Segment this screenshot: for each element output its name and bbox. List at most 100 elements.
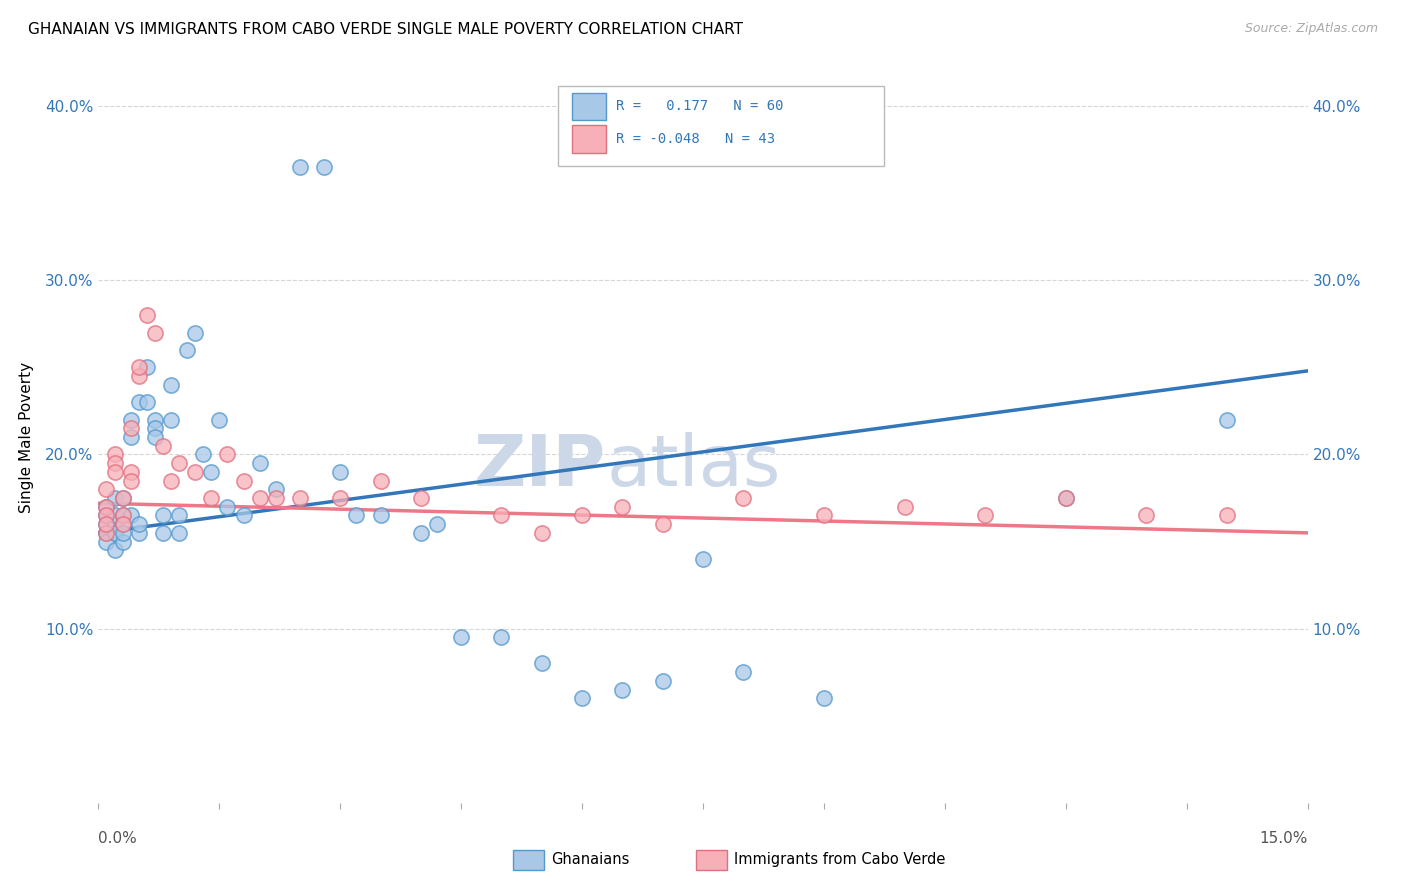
Point — [651, 517, 673, 532]
Point — [344, 508, 367, 523]
Point — [264, 491, 287, 505]
Text: GHANAIAN VS IMMIGRANTS FROM CABO VERDE SINGLE MALE POVERTY CORRELATION CHART: GHANAIAN VS IMMIGRANTS FROM CABO VERDE S… — [28, 22, 744, 37]
Point — [217, 448, 239, 462]
Point — [314, 160, 336, 174]
Point — [103, 508, 125, 523]
Point — [111, 508, 134, 523]
Point — [160, 377, 183, 392]
Point — [111, 508, 134, 523]
Point — [135, 360, 157, 375]
Point — [217, 500, 239, 514]
Point — [96, 508, 118, 523]
Point — [184, 465, 207, 479]
Point — [135, 308, 157, 322]
Point — [120, 430, 142, 444]
Text: atlas: atlas — [606, 432, 780, 500]
Text: R =   0.177   N = 60: R = 0.177 N = 60 — [616, 100, 783, 113]
Point — [176, 343, 198, 357]
Text: ZIP: ZIP — [474, 432, 606, 500]
Point — [103, 491, 125, 505]
Point — [111, 517, 134, 532]
Point — [103, 543, 125, 558]
Point — [184, 326, 207, 340]
Point — [530, 525, 553, 540]
Point — [1216, 508, 1239, 523]
Point — [120, 508, 142, 523]
Point — [103, 517, 125, 532]
Point — [128, 369, 150, 384]
Point — [329, 465, 352, 479]
Point — [208, 412, 231, 426]
FancyBboxPatch shape — [572, 93, 606, 120]
Text: Source: ZipAtlas.com: Source: ZipAtlas.com — [1244, 22, 1378, 36]
Point — [96, 508, 118, 523]
Text: 0.0%: 0.0% — [98, 831, 138, 846]
Point — [111, 534, 134, 549]
Point — [143, 430, 166, 444]
Point — [128, 517, 150, 532]
Point — [120, 421, 142, 435]
Y-axis label: Single Male Poverty: Single Male Poverty — [18, 361, 34, 513]
Point — [143, 412, 166, 426]
Point — [120, 412, 142, 426]
Text: Ghanaians: Ghanaians — [551, 853, 630, 867]
Point — [167, 456, 190, 470]
Point — [813, 691, 835, 706]
Point — [370, 474, 392, 488]
Point — [692, 552, 714, 566]
Point — [103, 465, 125, 479]
Point — [288, 160, 311, 174]
Point — [893, 500, 915, 514]
Point — [1135, 508, 1157, 523]
Point — [409, 491, 432, 505]
Point — [329, 491, 352, 505]
Point — [143, 421, 166, 435]
Point — [111, 491, 134, 505]
FancyBboxPatch shape — [572, 126, 606, 153]
Point — [409, 525, 432, 540]
Text: R = -0.048   N = 43: R = -0.048 N = 43 — [616, 132, 775, 146]
Point — [96, 525, 118, 540]
Point — [200, 491, 222, 505]
Point — [288, 491, 311, 505]
Point — [96, 500, 118, 514]
Point — [152, 525, 174, 540]
Text: 15.0%: 15.0% — [1260, 831, 1308, 846]
Point — [733, 665, 755, 680]
Point — [96, 517, 118, 532]
Point — [111, 525, 134, 540]
Point — [491, 631, 513, 645]
Point — [193, 448, 215, 462]
Point — [143, 326, 166, 340]
Point — [491, 508, 513, 523]
Point — [200, 465, 222, 479]
Point — [450, 631, 472, 645]
Point — [167, 525, 190, 540]
Point — [96, 517, 118, 532]
Point — [103, 525, 125, 540]
Point — [120, 474, 142, 488]
Point — [813, 508, 835, 523]
Point — [128, 360, 150, 375]
FancyBboxPatch shape — [558, 86, 884, 167]
Point — [1054, 491, 1077, 505]
Point — [974, 508, 997, 523]
Point — [128, 395, 150, 409]
Point — [167, 508, 190, 523]
Point — [530, 657, 553, 671]
Point — [152, 508, 174, 523]
Point — [152, 439, 174, 453]
Point — [651, 673, 673, 688]
Point — [160, 412, 183, 426]
Point — [96, 525, 118, 540]
Point — [103, 448, 125, 462]
Point — [249, 491, 271, 505]
Point — [733, 491, 755, 505]
Point — [111, 517, 134, 532]
Point — [612, 500, 634, 514]
Point — [96, 534, 118, 549]
Point — [1054, 491, 1077, 505]
Point — [426, 517, 449, 532]
Point — [96, 500, 118, 514]
Point — [135, 395, 157, 409]
